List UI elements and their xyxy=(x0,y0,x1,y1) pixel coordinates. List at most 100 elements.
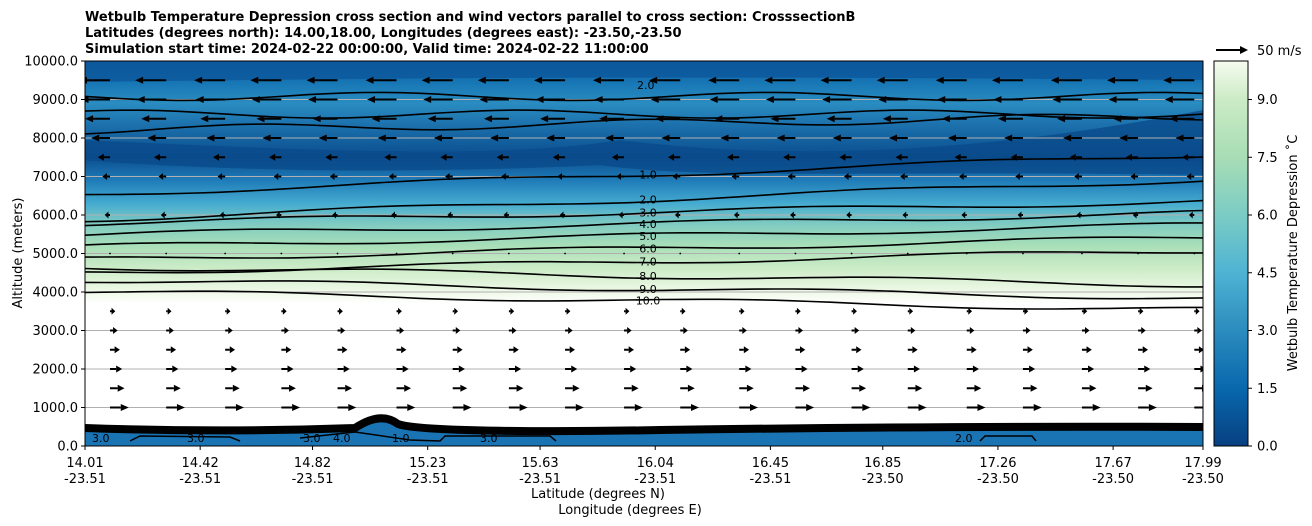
wind-vector-head xyxy=(457,346,463,354)
colorbar-tick-label: 9.0 xyxy=(1257,93,1278,108)
wind-vector-head xyxy=(559,211,564,219)
wind-vector-head xyxy=(745,365,752,373)
wind-vector-head xyxy=(515,365,522,373)
wind-vector-head xyxy=(764,76,773,84)
upper-contour-label: 2.0 xyxy=(637,79,655,92)
wind-vector-head xyxy=(709,96,718,103)
wind-vector-head xyxy=(857,365,864,373)
wind-vector-head xyxy=(1205,404,1213,411)
wind-vector-head xyxy=(826,115,835,123)
y-tick-label: 10000.0 xyxy=(24,55,78,70)
wind-vector-head xyxy=(329,173,335,180)
wind-vector-head xyxy=(569,346,575,354)
wind-vector-head xyxy=(616,173,621,180)
wind-vector-head xyxy=(195,96,204,103)
wind-vector-head xyxy=(650,96,659,103)
wind-vector-head xyxy=(687,384,695,392)
x-axis-label: Latitude (degrees N) xyxy=(531,487,665,502)
x-tick-lat: 17.26 xyxy=(979,456,1016,471)
wind-vector-head xyxy=(343,365,350,373)
y-tick-label: 2000.0 xyxy=(33,363,79,378)
wind-vector-head xyxy=(557,173,562,180)
wind-vector xyxy=(109,252,111,255)
wind-vector-head xyxy=(909,307,914,315)
wind-vector-head xyxy=(228,327,233,334)
x-tick-lat: 16.85 xyxy=(864,456,901,471)
x-tick-lat: 16.45 xyxy=(752,456,789,471)
wind-vector-head xyxy=(447,211,452,219)
wind-vector-head xyxy=(1027,346,1033,354)
wind-vector-head xyxy=(339,307,343,315)
wind-vector-head xyxy=(445,173,450,180)
wind-vector-head xyxy=(742,327,747,334)
y-axis-label: Altitude (meters) xyxy=(11,198,26,309)
wind-vector-head xyxy=(661,134,670,142)
wind-vector-head xyxy=(391,211,395,219)
wind-vector-head xyxy=(440,153,447,161)
wind-vector-head xyxy=(377,134,386,142)
y-tick-label: 1000.0 xyxy=(33,401,79,416)
wind-vector-head xyxy=(1050,76,1059,84)
wind-vector-head xyxy=(783,153,790,161)
wind-vector xyxy=(280,252,283,255)
wind-vector-head xyxy=(1139,307,1144,315)
wind-vector-head xyxy=(312,115,321,123)
colorbar-label: Wetbulb Temperature Depression ˚C xyxy=(1285,135,1301,372)
wind-vector-head xyxy=(572,384,580,392)
wind-vector-head xyxy=(111,307,116,315)
wind-vector-head xyxy=(503,211,508,219)
wind-vector-head xyxy=(566,307,571,315)
wind-vector-head xyxy=(1033,404,1042,411)
y-tick-label: 5000.0 xyxy=(33,247,79,262)
wind-vector-head xyxy=(141,115,150,123)
x-tick-lon: -23.51 xyxy=(749,472,791,487)
wind-vector-head xyxy=(746,384,754,392)
wind-vector-head xyxy=(262,134,271,142)
wind-vector-head xyxy=(217,173,223,180)
wind-vector-head xyxy=(1113,115,1122,123)
wind-vector-head xyxy=(575,404,584,411)
wind-vector xyxy=(1081,252,1083,255)
wind-vector-head xyxy=(250,76,259,84)
contour-label: 8.0 xyxy=(639,270,657,283)
contour-label: 4.0 xyxy=(639,218,657,231)
wind-vector xyxy=(395,252,398,255)
wind-vector-head xyxy=(284,327,289,334)
wind-vector-head xyxy=(1107,76,1116,84)
wind-vector-head xyxy=(153,153,161,161)
wind-vector-head xyxy=(806,404,815,411)
wind-vector-head xyxy=(822,96,831,103)
wind-vector-head xyxy=(853,307,857,315)
wind-vector-head xyxy=(85,76,87,84)
colorbar-tick-label: 4.5 xyxy=(1257,266,1278,281)
dark-band-top xyxy=(85,61,1203,82)
wind-vector-head xyxy=(937,96,946,103)
wind-vector-head xyxy=(913,365,920,373)
wind-vector-head xyxy=(714,115,723,123)
contour-label: 3.0 xyxy=(639,206,657,219)
wind-vector xyxy=(1137,252,1140,255)
wind-vector-head xyxy=(552,153,559,161)
wind-vector-head xyxy=(85,115,94,123)
wind-vector-head xyxy=(1089,384,1097,392)
wind-vector-head xyxy=(384,153,391,161)
x-tick-lat: 17.67 xyxy=(1095,456,1132,471)
wind-vector-head xyxy=(1010,153,1017,161)
x-tick-lat: 17.99 xyxy=(1184,456,1221,471)
contour-label: 2.0 xyxy=(639,194,657,207)
y-tick-label: 4000.0 xyxy=(33,286,79,301)
wind-vector-head xyxy=(856,346,862,354)
colorbar xyxy=(1213,60,1249,447)
wind-vector-head xyxy=(458,365,465,373)
wind-vector-head xyxy=(173,384,181,392)
wind-vector-head xyxy=(308,96,317,103)
wind-vector-head xyxy=(231,365,238,373)
wind-vector-head xyxy=(513,346,519,354)
wind-vector-head xyxy=(229,346,236,354)
wind-vector-head xyxy=(902,211,907,219)
wind-vector-head xyxy=(345,384,353,392)
wind-vector-head xyxy=(686,365,693,373)
wind-vector-head xyxy=(455,327,461,334)
wind-vector-head xyxy=(862,404,871,411)
wind-vector-head xyxy=(1024,307,1029,315)
